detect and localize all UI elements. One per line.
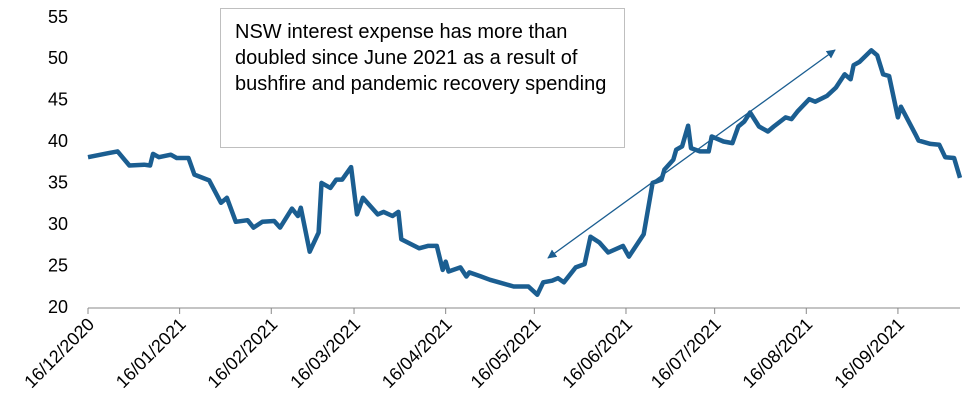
y-tick-label: 50 — [48, 48, 68, 68]
x-tick-label: 16/04/2021 — [378, 314, 456, 392]
x-tick-label: 16/12/2020 — [20, 314, 98, 392]
y-tick-label: 40 — [48, 131, 68, 151]
x-tick-label: 16/02/2021 — [204, 314, 282, 392]
x-tick-label: 16/01/2021 — [112, 314, 190, 392]
x-tick-label: 16/07/2021 — [647, 314, 725, 392]
x-tick-label: 16/03/2021 — [286, 314, 364, 392]
x-tick-label: 16/08/2021 — [739, 314, 817, 392]
data-line — [87, 48, 962, 297]
x-tick-label: 16/06/2021 — [558, 314, 636, 392]
y-tick-label: 25 — [48, 255, 68, 275]
y-tick-label: 55 — [48, 7, 68, 27]
y-tick-label: 30 — [48, 214, 68, 234]
y-tick-label: 35 — [48, 172, 68, 192]
annotation: NSW interest expense has more than doubl… — [220, 8, 625, 148]
x-tick-label: 16/09/2021 — [830, 314, 908, 392]
y-tick-label: 45 — [48, 90, 68, 110]
x-tick-label: 16/05/2021 — [467, 314, 545, 392]
y-tick-label: 20 — [48, 297, 68, 317]
annotation-arrow — [547, 49, 836, 259]
